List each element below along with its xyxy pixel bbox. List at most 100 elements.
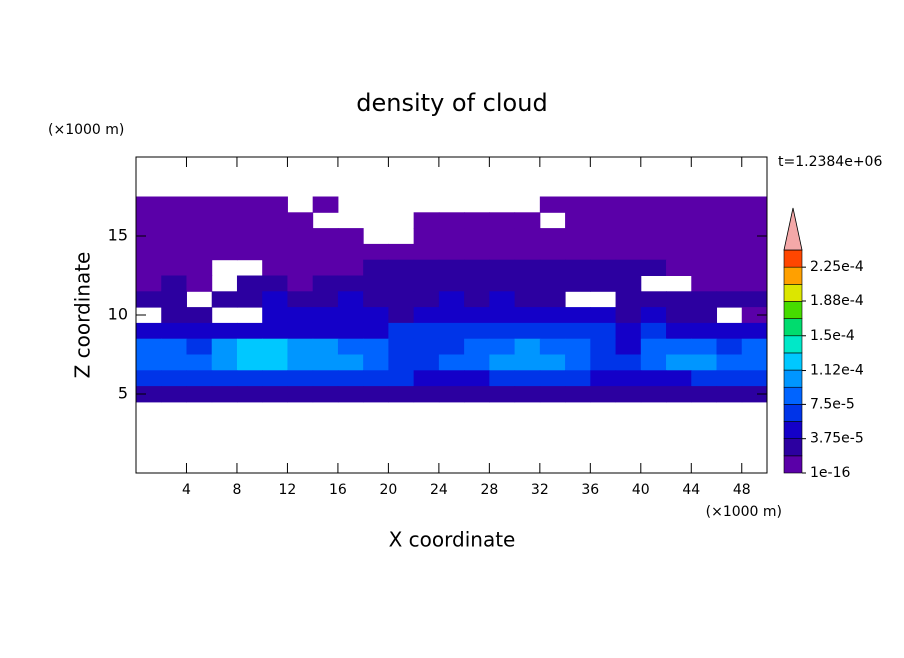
cell <box>186 322 213 340</box>
cell <box>489 354 516 371</box>
cell <box>615 291 642 308</box>
cell <box>312 338 339 355</box>
cell <box>741 228 768 245</box>
cell <box>464 259 490 276</box>
cell <box>388 307 415 324</box>
cell <box>211 228 238 245</box>
cell <box>464 322 490 340</box>
cell <box>691 212 718 229</box>
cell <box>211 243 238 261</box>
cell <box>464 386 490 403</box>
cell <box>615 354 642 371</box>
cell <box>337 354 364 371</box>
x-tick-label: 32 <box>531 482 549 498</box>
cell <box>287 386 314 403</box>
x-tick-label: 36 <box>581 482 599 498</box>
cell <box>161 338 187 355</box>
cell <box>691 386 718 403</box>
x-tick-label: 4 <box>182 482 191 498</box>
cell <box>514 338 541 355</box>
cell <box>211 291 238 308</box>
cell <box>236 212 263 229</box>
cell <box>413 322 440 340</box>
cell <box>438 354 465 371</box>
cell <box>514 228 541 245</box>
cell <box>136 354 162 371</box>
x-tick-label: 12 <box>279 482 297 498</box>
cell <box>337 370 364 387</box>
cell <box>691 259 718 276</box>
cell <box>640 212 667 229</box>
cell <box>211 322 238 340</box>
cell <box>716 370 743 387</box>
cell <box>363 307 389 324</box>
cell <box>615 338 642 355</box>
colorbar-band <box>783 352 803 371</box>
cell <box>489 275 516 292</box>
cell <box>514 212 541 229</box>
cell <box>413 307 440 324</box>
cell <box>161 228 187 245</box>
cell <box>236 370 263 387</box>
cell <box>716 275 743 292</box>
cell <box>438 307 465 324</box>
cell <box>438 212 465 229</box>
cell <box>489 338 516 355</box>
cell <box>236 338 263 355</box>
cell <box>539 307 566 324</box>
cell <box>640 322 667 340</box>
cell <box>565 275 591 292</box>
cell <box>337 228 364 245</box>
cell <box>136 196 162 213</box>
cell <box>464 338 490 355</box>
cell <box>615 370 642 387</box>
cell <box>287 243 314 261</box>
cell <box>262 370 288 387</box>
cell <box>211 212 238 229</box>
cell <box>236 354 263 371</box>
cell <box>312 307 339 324</box>
cell <box>363 243 389 261</box>
cell <box>741 322 768 340</box>
cell <box>413 370 440 387</box>
cell <box>186 386 213 403</box>
cell <box>312 243 339 261</box>
cell <box>666 322 692 340</box>
cell <box>186 243 213 261</box>
cell <box>565 338 591 355</box>
cell <box>741 275 768 292</box>
cell <box>716 196 743 213</box>
cell <box>590 212 617 229</box>
cell <box>287 291 314 308</box>
x-tick-label: 44 <box>682 482 700 498</box>
cell <box>590 354 617 371</box>
cell <box>691 291 718 308</box>
cell <box>211 354 238 371</box>
cell <box>539 243 566 261</box>
cell <box>716 259 743 276</box>
cell <box>186 259 213 276</box>
colorbar-band <box>783 249 803 268</box>
cell <box>640 243 667 261</box>
x-tick-label: 48 <box>733 482 751 498</box>
cell <box>438 291 465 308</box>
cell <box>539 196 566 213</box>
cell <box>438 322 465 340</box>
cell <box>438 228 465 245</box>
cell <box>640 370 667 387</box>
cell <box>388 386 415 403</box>
y-tick-label: 10 <box>108 305 128 324</box>
cell <box>312 275 339 292</box>
colorbar-over <box>783 207 803 251</box>
cell <box>716 291 743 308</box>
cell <box>413 386 440 403</box>
cell <box>211 196 238 213</box>
colorbar-tick-label: 1.5e-4 <box>810 328 855 344</box>
cell <box>388 243 415 261</box>
cell <box>337 307 364 324</box>
cell <box>161 291 187 308</box>
cell <box>312 322 339 340</box>
cell <box>489 386 516 403</box>
cell <box>186 275 213 292</box>
cell <box>666 386 692 403</box>
